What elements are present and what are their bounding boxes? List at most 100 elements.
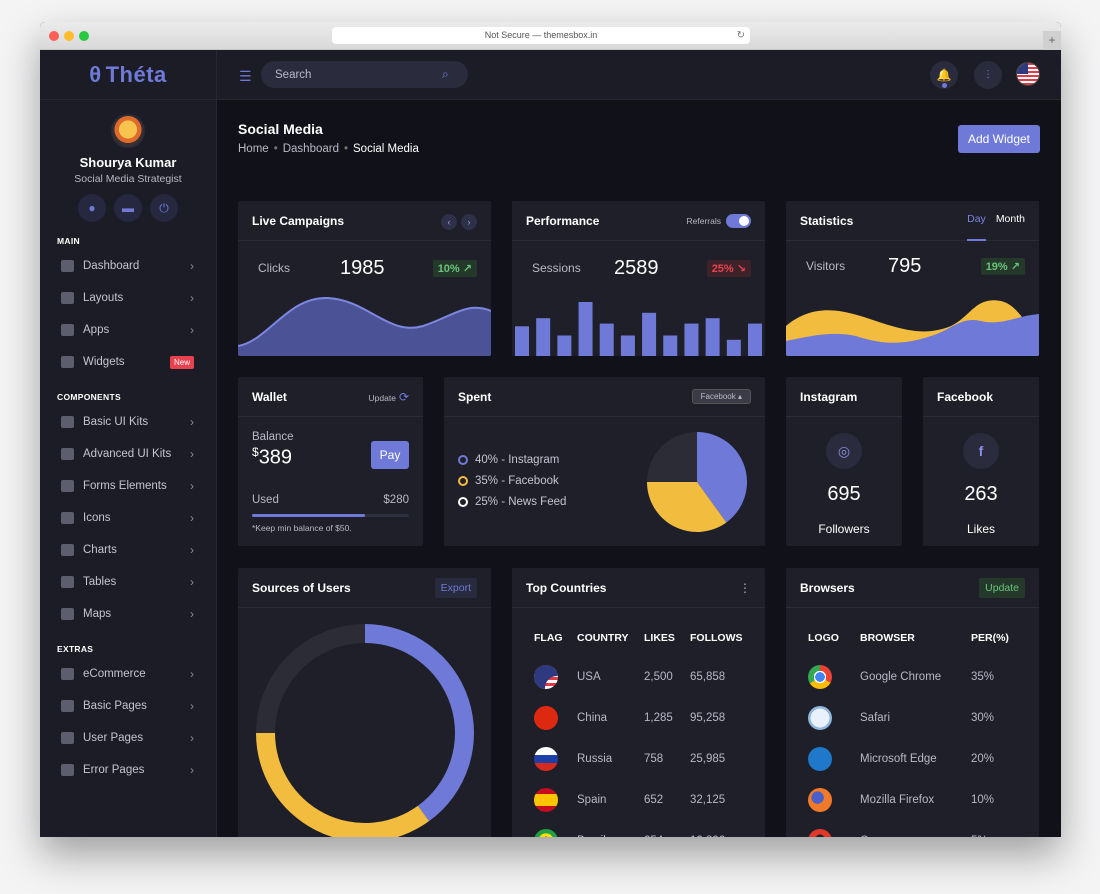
chevron-left-icon[interactable]: ‹ [441,213,457,230]
referrals-toggle[interactable] [726,213,751,228]
followers-count: 695 [827,483,861,505]
topbar: ☰ ⌕ 🔔 ⫶ [217,50,1061,100]
page-title: Social Media [238,121,323,137]
minimize-window-button[interactable] [64,31,74,41]
address-bar[interactable]: Not Secure — themesbox.in ↻ [332,27,750,44]
browser-name-cell: Safari [860,711,891,724]
live-campaigns-card: Live Campaigns ‹ › Clicks 1985 10% ↗ [238,201,491,356]
session-bar [620,335,635,356]
theta-icon: θ [89,62,102,87]
card-title: Sources of Users [252,580,351,595]
sidebar-item-error-pages[interactable]: Error Pages › [40,754,216,786]
ecommerce-icon [61,668,74,680]
chevron-right-icon: › [190,291,194,305]
reload-icon[interactable]: ↻ [736,30,745,41]
table-row: Google Chrome 35% [808,656,1023,697]
sidebar-nav: MAIN Dashboard › Layouts › Apps › Widgets New COM… [40,236,216,786]
sidebar-item-advanced-ui-kits[interactable]: Advanced UI Kits › [40,438,216,470]
sidebar-item-maps[interactable]: Maps › [40,598,216,630]
more-vertical-icon[interactable]: ⋮ [739,580,751,595]
column-header: PER(%) [971,632,1009,644]
tab-day[interactable]: Day [967,201,986,241]
sidebar-item-forms-elements[interactable]: Forms Elements › [40,470,216,502]
settings-sliders-icon[interactable]: ⫶ [974,61,1002,89]
chevron-right-icon: › [190,575,194,589]
sidebar-item-ecommerce[interactable]: eCommerce › [40,658,216,690]
browser-titlebar: Not Secure — themesbox.in ↻ + [40,22,1061,50]
sidebar-item-dashboard[interactable]: Dashboard › [40,250,216,282]
breadcrumb: Home • Dashboard • Social Media [238,143,419,155]
search-input[interactable] [261,61,468,88]
close-window-button[interactable] [49,31,59,41]
used-label: Used [252,493,279,506]
likes-cell: 2,500 [644,670,673,683]
usa-flag-icon [534,664,558,689]
breadcrumb-home[interactable]: Home [238,143,269,155]
export-button[interactable]: Export [434,577,477,598]
chevron-right-icon: › [190,699,194,713]
country-cell: Brazil [577,820,644,838]
sidebar-item-charts[interactable]: Charts › [40,534,216,566]
edge-logo-icon [808,746,832,771]
legend-item: 25% - News Feed [458,491,566,512]
breadcrumb-dashboard[interactable]: Dashboard [282,143,339,155]
sidebar-item-icons[interactable]: Icons › [40,502,216,534]
add-widget-button[interactable]: Add Widget [958,125,1040,153]
sidebar-item-apps[interactable]: Apps › [40,314,216,346]
follows-cell: 25,985 [690,752,726,765]
menu-icon[interactable]: ☰ [239,68,252,84]
brand-logo[interactable]: θ Théta [40,50,216,100]
chevron-right-icon: › [190,259,194,273]
sidebar-item-label: Icons [83,512,111,524]
sidebar-item-label: Basic UI Kits [83,416,149,428]
follows-cell: 32,125 [690,793,726,806]
table-row: Spain 652 32,125 [534,779,749,820]
sidebar-item-label: User Pages [83,732,144,744]
facebook-card: Facebook f 263 Likes [923,377,1039,546]
chevron-right-icon[interactable]: › [461,213,477,230]
sidebar-item-user-pages[interactable]: User Pages › [40,722,216,754]
maximize-window-button[interactable] [79,31,89,41]
country-cell: Spain [577,793,607,806]
slice-instagram [697,432,747,523]
source-dropdown[interactable]: Facebook ▴ [691,389,751,404]
new-tab-button[interactable]: + [1043,31,1061,50]
sidebar-item-layouts[interactable]: Layouts › [40,282,216,314]
sidebar-item-widgets[interactable]: Widgets New [40,346,216,378]
update-button[interactable]: Update [979,577,1025,598]
card-title: Wallet [252,389,287,404]
sidebar-item-basic-ui-kits[interactable]: Basic UI Kits › [40,406,216,438]
session-bar [515,326,529,356]
session-bar [557,335,572,356]
wallet-update-link[interactable]: Update ⟳ [368,389,409,404]
avatar[interactable] [111,114,145,148]
sidebar-item-basic-pages[interactable]: Basic Pages › [40,690,216,722]
apps-icon [61,324,74,336]
language-flag-button[interactable] [1016,62,1040,86]
used-progress-bar [252,513,409,517]
chevron-right-icon: › [190,543,194,557]
caret-icon: ▴ [737,392,742,401]
sidebar-item-label: Basic Pages [83,700,147,712]
notification-dot [942,83,947,88]
search-icon[interactable]: ⌕ [442,67,449,81]
spent-card: Spent Facebook ▴ 40% - Instagram 35% - F… [444,377,765,546]
tab-month[interactable]: Month [995,212,1025,225]
profile-name: Shourya Kumar [79,155,177,170]
safari-logo-icon [808,705,832,730]
power-icon[interactable]: ⏻ [150,194,178,222]
pay-button[interactable]: Pay [371,441,409,469]
slice-facebook [647,482,727,532]
breadcrumb-current: Social Media [353,143,419,155]
likes-count: 263 [964,483,998,505]
browser-name-cell: Mozilla Firefox [860,793,935,806]
mail-icon[interactable]: ▬ [114,194,142,222]
table-row: China 1,285 95,258 [534,697,749,738]
maps-icon [61,608,74,620]
user-icon[interactable]: ● [78,194,106,222]
chevron-right-icon: › [190,447,194,461]
sidebar-item-tables[interactable]: Tables › [40,566,216,598]
chrome-logo-icon [808,664,832,689]
refresh-icon: ⟳ [398,389,409,404]
stat-label: Sessions [532,261,581,275]
